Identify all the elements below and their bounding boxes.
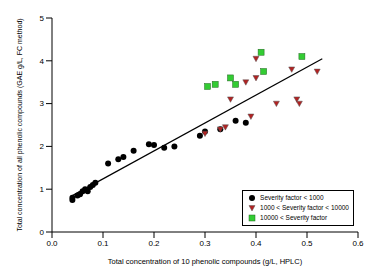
svg-text:1: 1 [40,185,45,194]
svg-text:0.5: 0.5 [301,239,313,248]
svg-text:0.4: 0.4 [250,239,262,248]
html-text:Severity factor < 1000: Severity factor < 1000 [260,194,324,201]
svg-text:0.1: 0.1 [97,239,109,248]
svg-text:0.0: 0.0 [46,239,58,248]
svg-text:0.3: 0.3 [199,239,211,248]
svg-text:0.6: 0.6 [352,239,364,248]
svg-text:4: 4 [40,57,45,66]
html-text:1000 < Severity factor < 10000: 1000 < Severity factor < 10000 [260,204,349,211]
svg-text:5: 5 [40,14,45,23]
svg-text:Total concentration of 10 phen: Total concentration of 10 phenolic compo… [108,257,303,266]
svg-text:Total concentration of all phe: Total concentration of all phenolic comp… [16,18,24,231]
html-text:10000 < Severity factor: 10000 < Severity factor [260,214,328,221]
svg-text:3: 3 [40,99,45,108]
svg-text:2: 2 [40,142,45,151]
svg-text:0.2: 0.2 [148,239,160,248]
svg-text:0: 0 [40,228,45,237]
